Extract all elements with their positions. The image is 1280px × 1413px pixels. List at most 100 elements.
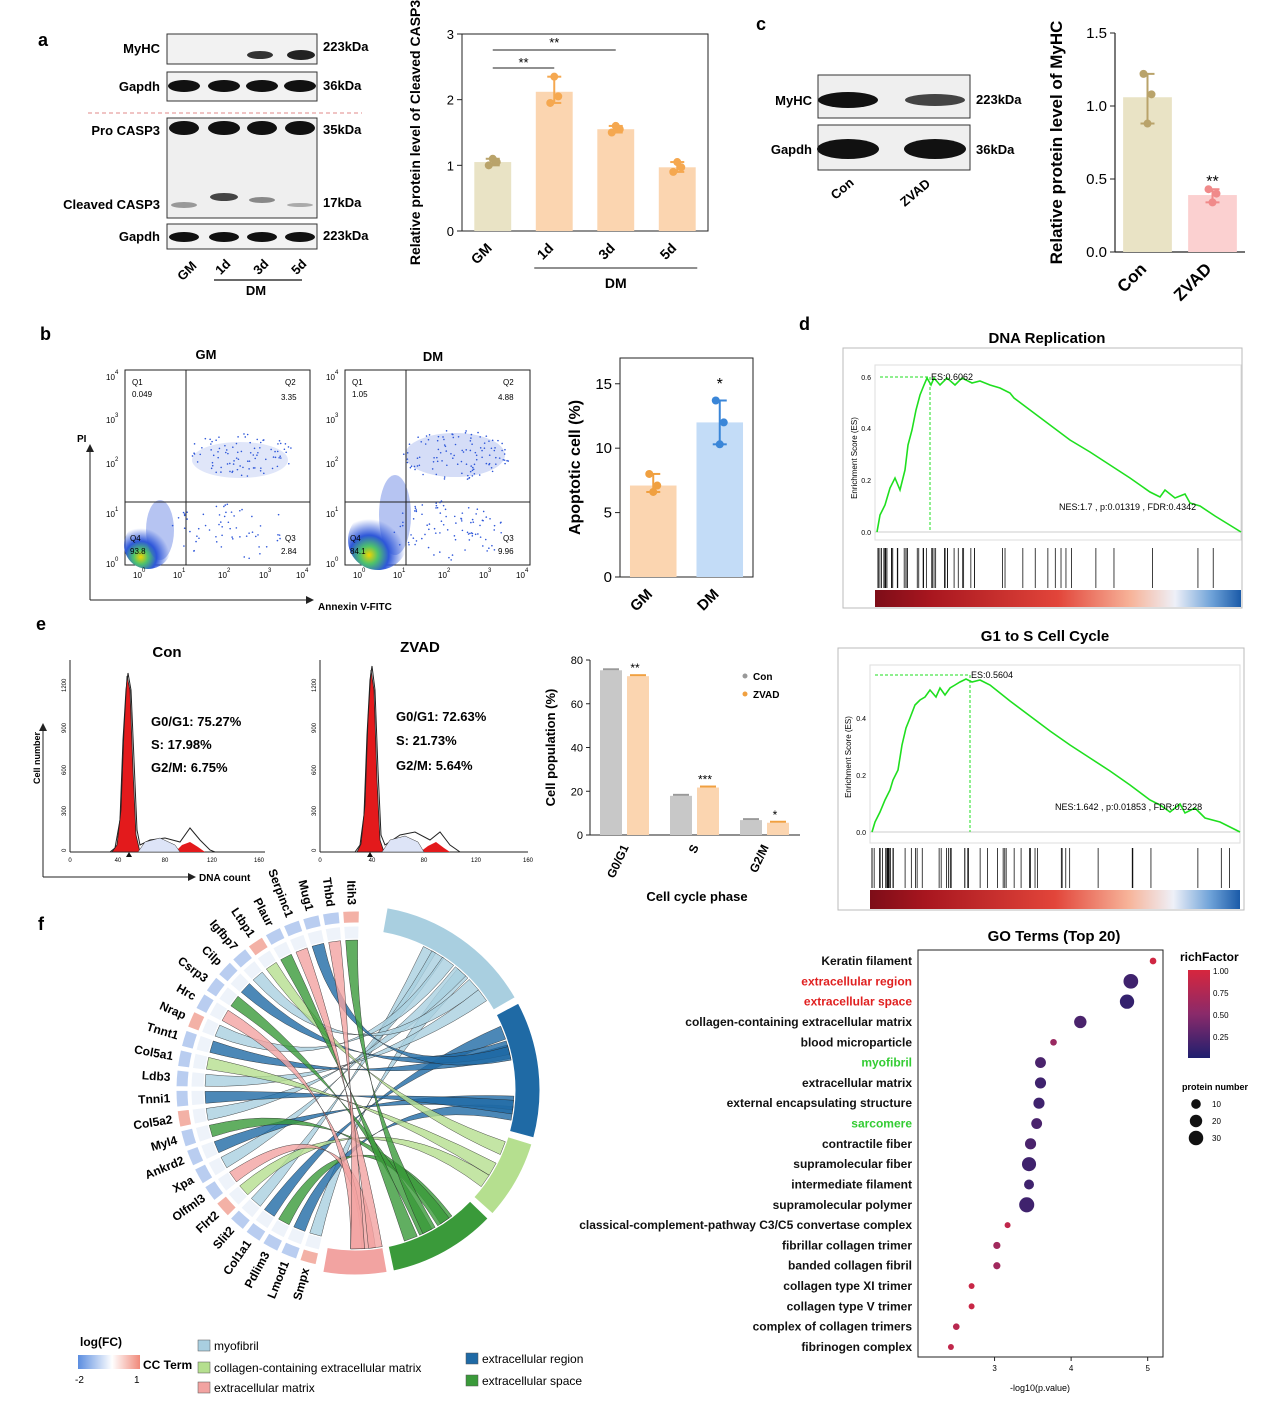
gm-q3-value: 2.84 bbox=[281, 547, 297, 556]
flow-dot bbox=[427, 546, 430, 549]
go-dot bbox=[968, 1303, 975, 1310]
flow-dot bbox=[196, 461, 199, 463]
flow-dot bbox=[421, 513, 423, 516]
flow-dot bbox=[276, 465, 279, 468]
flow-dot bbox=[211, 461, 214, 464]
flow-ytick: 10 bbox=[106, 560, 115, 569]
blot-label-gapdh: Gapdh bbox=[119, 79, 160, 94]
flow-ytick-exp: 2 bbox=[335, 457, 339, 463]
flow-dot bbox=[225, 449, 228, 451]
flow-dot bbox=[410, 534, 412, 536]
data-point bbox=[649, 487, 658, 496]
legend-size-dot bbox=[1191, 1099, 1201, 1109]
flow-dot bbox=[229, 470, 231, 473]
data-point bbox=[1208, 198, 1217, 207]
go-dot bbox=[952, 1323, 960, 1331]
flow-dot bbox=[278, 439, 281, 442]
flow-dot bbox=[249, 452, 252, 454]
flow-dot bbox=[435, 507, 437, 509]
flow-dot bbox=[465, 463, 468, 466]
flow-dot bbox=[407, 541, 410, 544]
x-axis-label: Cell cycle phase bbox=[646, 889, 747, 904]
flow-title-dm: DM bbox=[423, 349, 443, 364]
flow-dot bbox=[440, 500, 443, 502]
flow-dot bbox=[501, 442, 503, 445]
flow-dot bbox=[251, 515, 253, 518]
gsea-plot-g1-s bbox=[837, 647, 1245, 911]
gm-q4-name: Q4 bbox=[130, 534, 141, 543]
legend-size-label: 30 bbox=[1212, 1134, 1221, 1143]
gsea2-title: G1 to S Cell Cycle bbox=[981, 628, 1109, 645]
flow-dot bbox=[441, 460, 443, 462]
flow-dot bbox=[427, 438, 430, 441]
gene-inner-arc bbox=[242, 959, 264, 981]
flow-dot bbox=[283, 448, 286, 451]
y-tick-label: 1 bbox=[447, 158, 454, 173]
flow-dot bbox=[439, 532, 441, 534]
flow-dot bbox=[245, 535, 248, 537]
data-point bbox=[1143, 119, 1152, 128]
flow-tick: 10 bbox=[353, 571, 362, 580]
blot-label-myhc: MyHC bbox=[123, 41, 160, 56]
flow-dot bbox=[410, 465, 413, 468]
gene-inner-arc bbox=[240, 1197, 262, 1219]
zvad-stat-s: S: 21.73% bbox=[396, 733, 457, 748]
gene-arc bbox=[195, 992, 215, 1015]
flow-dot bbox=[232, 446, 234, 449]
flow-dot bbox=[414, 507, 417, 509]
gene-arc bbox=[175, 1069, 190, 1088]
flow-dot bbox=[485, 462, 488, 465]
flow-dot bbox=[406, 461, 409, 464]
flow-dot bbox=[461, 449, 464, 452]
go-dot bbox=[968, 1283, 975, 1290]
flow-dot bbox=[191, 455, 194, 457]
flow-dot bbox=[493, 524, 496, 527]
legend-label-Con: Con bbox=[753, 672, 772, 683]
logfc-colorbar bbox=[78, 1355, 140, 1369]
logfc-min: -2 bbox=[75, 1375, 84, 1386]
sig-label: ** bbox=[630, 661, 640, 675]
gene-arc bbox=[203, 1179, 225, 1202]
cc-term-title: CC Term bbox=[143, 1358, 192, 1372]
go-dot bbox=[1033, 1097, 1045, 1109]
flow-tick: 10 bbox=[259, 571, 268, 580]
gene-arc bbox=[229, 1209, 252, 1231]
go-dot bbox=[1050, 1038, 1057, 1046]
chord-ribbon bbox=[205, 966, 467, 1121]
flow-dot bbox=[466, 478, 469, 480]
flow-dot bbox=[259, 553, 261, 555]
gene-inner-arc bbox=[272, 940, 293, 961]
flow-dot bbox=[473, 472, 476, 475]
flow-ytick-exp: 2 bbox=[115, 457, 119, 463]
flow-dot bbox=[280, 457, 282, 459]
go-term-label: blood microparticle bbox=[801, 1035, 913, 1049]
flow-ytick: 10 bbox=[106, 510, 115, 519]
gene-inner-arc bbox=[343, 925, 360, 940]
flow-dot bbox=[248, 468, 250, 470]
data-point bbox=[484, 161, 493, 170]
flow-dot bbox=[220, 471, 222, 473]
dm-q3-value: 9.96 bbox=[498, 547, 514, 556]
hist-xtick: 160 bbox=[523, 858, 534, 864]
gene-label-Mug1: Mug1 bbox=[295, 878, 316, 912]
flow-dot bbox=[223, 505, 225, 508]
gene-label-Myl4: Myl4 bbox=[149, 1133, 179, 1154]
flow-dot bbox=[437, 435, 440, 438]
bar-ZVAD-G2/M bbox=[767, 822, 789, 835]
flow-dot bbox=[471, 443, 473, 445]
legend-size-label: 10 bbox=[1212, 1100, 1221, 1109]
hist-zvad-ticks: 0 300 600 900 1200 0 40 80 120 160 bbox=[312, 678, 534, 864]
dm-q3-name: Q3 bbox=[503, 534, 514, 543]
legend-richfactor-title: richFactor bbox=[1180, 950, 1239, 964]
hist-xtick: 80 bbox=[421, 858, 428, 864]
apoptosis-bar-chart: 0 5 10 15 GM DM Apoptotic cell (%) * bbox=[567, 357, 754, 615]
flow-dot bbox=[493, 549, 496, 551]
hist-xtick: 0 bbox=[318, 858, 322, 864]
flow-dot bbox=[416, 457, 419, 459]
flow-dot bbox=[461, 512, 464, 514]
flow-dot bbox=[432, 460, 435, 463]
gene-inner-arc bbox=[269, 1218, 291, 1239]
go-term-label: fibrinogen complex bbox=[801, 1340, 912, 1354]
x-tick-label: GM bbox=[468, 240, 495, 267]
gene-inner-arc bbox=[191, 1107, 208, 1125]
